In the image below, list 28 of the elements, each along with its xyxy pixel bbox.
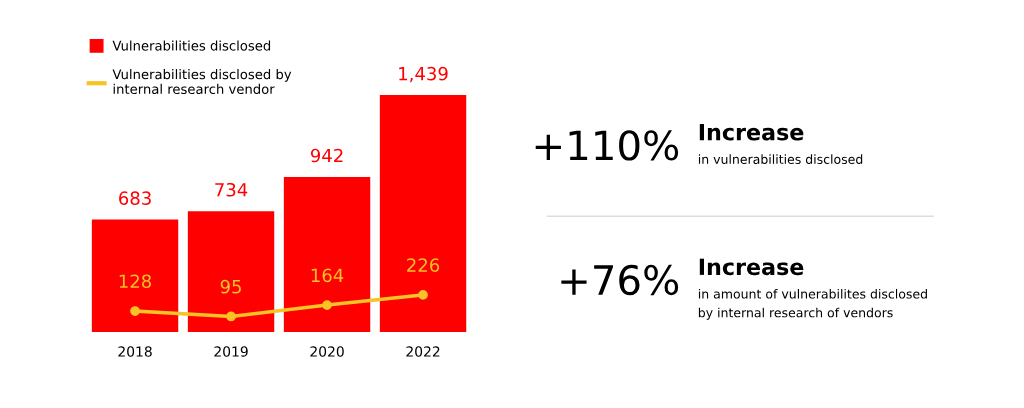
bar (91, 219, 179, 333)
legend-label: Vulnerabilities disclosed (112, 40, 271, 51)
data-label: 734 (215, 182, 248, 197)
data-label: 226 (407, 258, 440, 272)
text: in vulnerabilities disclosed (698, 154, 863, 164)
point (130, 306, 140, 316)
bar (283, 176, 371, 333)
point (322, 300, 332, 310)
x-tick-label: 2018 (118, 346, 152, 357)
text: Increase (699, 258, 804, 276)
text: in amount of vulnerabilites disclosed by internal research of vendors (698, 288, 927, 320)
point (226, 311, 236, 322)
text: +76% (561, 264, 679, 296)
text: +110% (535, 130, 679, 161)
data-label: 683 (119, 191, 151, 205)
data-label: 164 (311, 268, 344, 283)
data-label: 128 (119, 274, 152, 289)
point (418, 290, 428, 300)
data-label: 1,439 (399, 66, 448, 83)
text: Increase (699, 124, 804, 141)
data-label: 95 (220, 279, 241, 294)
x-tick-label: 2022 (406, 346, 440, 357)
bar (187, 211, 275, 333)
bar (379, 95, 467, 333)
x-tick-label: 2019 (214, 346, 248, 357)
x-tick-label: 2020 (310, 346, 344, 357)
data-label: 942 (310, 148, 343, 163)
legend-label: Vulnerabilities disclosed by internal research vendor (112, 69, 292, 95)
